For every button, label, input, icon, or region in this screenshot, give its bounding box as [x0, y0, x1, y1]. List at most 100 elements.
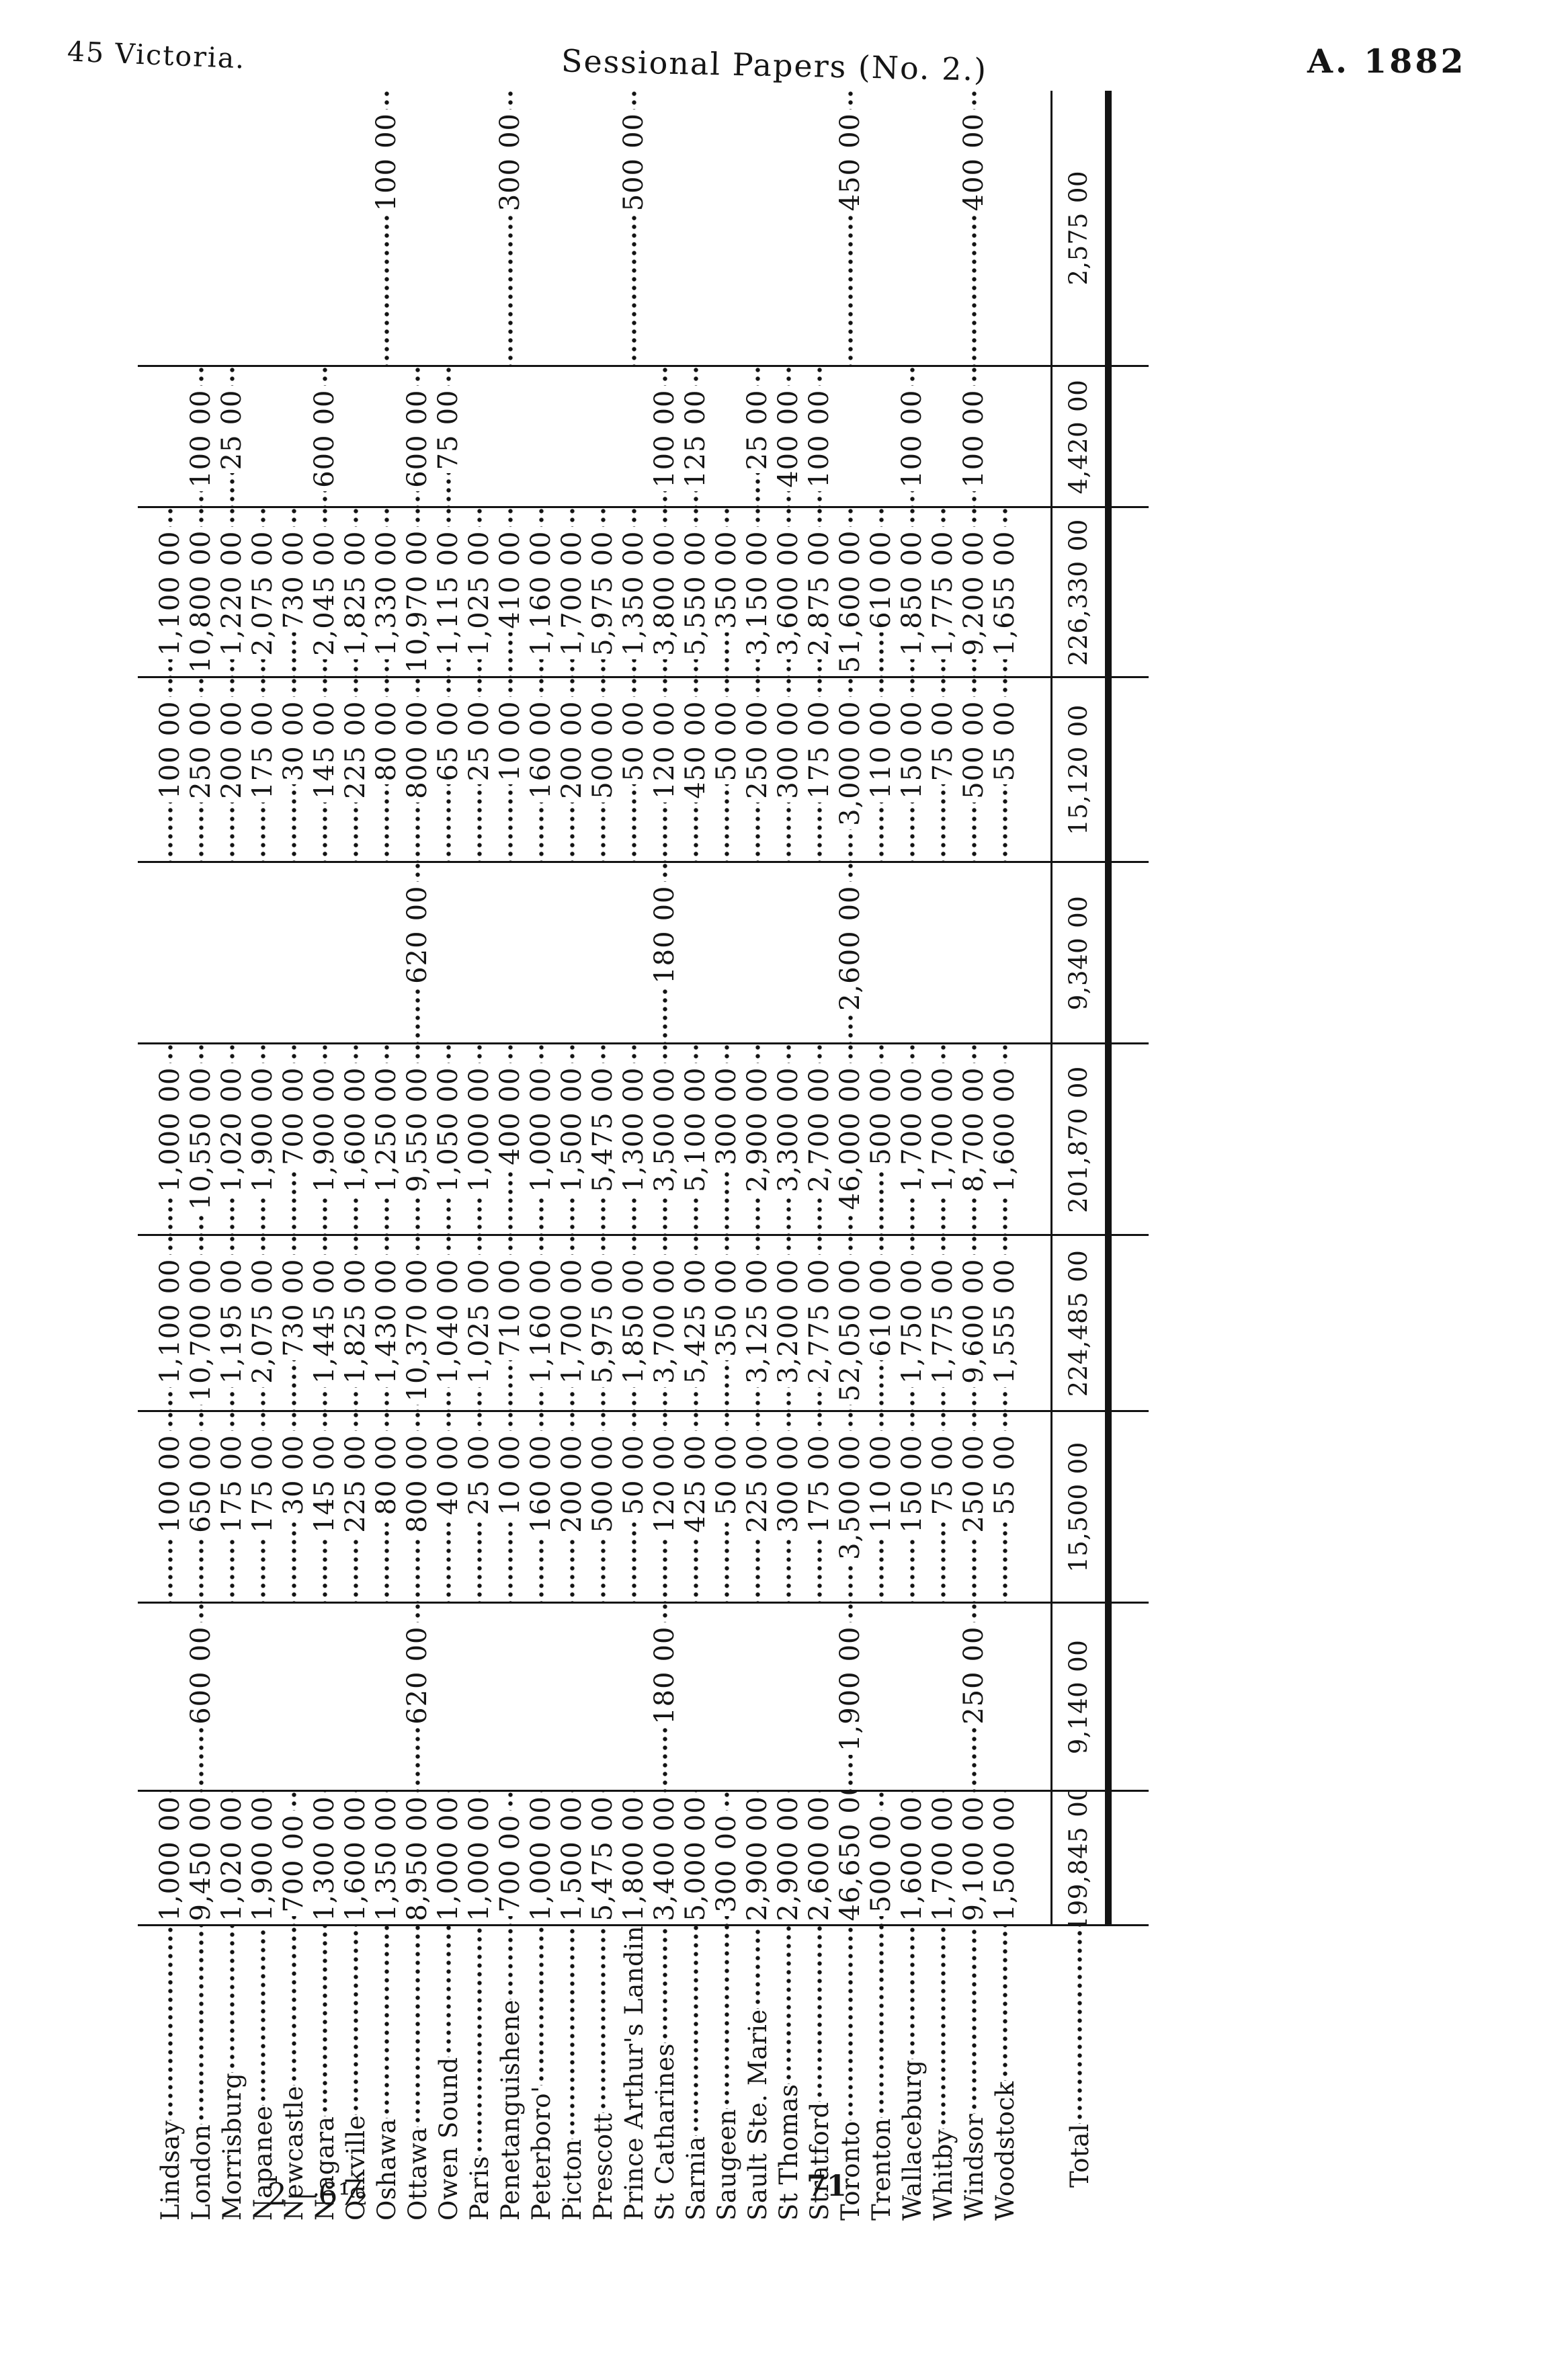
amount-cell: 50000: [618, 91, 649, 366]
amount-cell: [587, 862, 618, 1044]
amount-cents: 00: [989, 1258, 1020, 1294]
leader-dots: [866, 1236, 897, 1255]
amount-dollars: 180: [649, 1671, 680, 1725]
leader-dots: [680, 659, 711, 677]
amount: 3,000 00: [835, 698, 866, 829]
city-name-cell: Owen Sound: [433, 1926, 464, 2238]
amount: 10,370 00: [402, 1255, 433, 1405]
amount-cell: 1,300 00: [618, 1044, 649, 1235]
amount-dollars: 160: [526, 1479, 556, 1533]
amount-cell: [587, 91, 618, 366]
spacer-cell: [138, 1603, 155, 1791]
leader-dots: [989, 784, 1020, 862]
table-row: St Catharines 3,40000 18000 12000 3,70000 3,5…: [649, 91, 680, 2238]
amount-dollars: 1,195: [216, 1303, 247, 1384]
amount-dollars: 600: [185, 1671, 216, 1725]
amount-cents: 00: [835, 530, 866, 566]
amount: 45000: [835, 110, 866, 214]
leader-dots: [495, 91, 526, 110]
amount: 10000: [897, 386, 927, 491]
leader-dots: [155, 1387, 185, 1411]
leader-dots: [247, 1791, 278, 1793]
leader-dots: [185, 678, 216, 698]
leader-dots: [402, 507, 433, 527]
city-name: Whitby: [928, 2129, 958, 2221]
leader-dots: [989, 1195, 1020, 1235]
leader-dots: [649, 1791, 680, 1793]
amount-dollars: 410: [495, 575, 526, 629]
amount-cell: 25000: [185, 677, 216, 862]
amount-cell: 30000: [773, 1411, 804, 1603]
leader-dots: [433, 1412, 464, 1432]
spacer-cell: [1108, 366, 1149, 507]
amount: 5000: [711, 1432, 742, 1519]
amount-cell: 52,050 00: [835, 1235, 866, 1411]
amount: 45000: [680, 698, 711, 802]
amount-dollars: 5,975: [587, 575, 618, 656]
amount: 3,125 00: [742, 1255, 773, 1387]
amount-cell: [526, 862, 556, 1044]
amount-cents: 00: [835, 1067, 866, 1103]
amount: 1,000 00: [464, 1064, 495, 1196]
leader-dots: [495, 784, 526, 862]
leader-dots: [711, 1412, 742, 1432]
leader-dots: [959, 1926, 989, 2114]
amount: 1,100 00: [155, 528, 185, 659]
amount: 5,425 00: [680, 1255, 711, 1387]
amount-cell: 50000: [866, 1044, 897, 1235]
spacer-cell: [138, 862, 155, 1044]
amount: 6500: [433, 698, 464, 785]
amount-cell: 1,600 00: [989, 1044, 1020, 1235]
amount-cell: 40000: [958, 91, 989, 366]
grants-table: Lindsay 1,00000 10000 1,10000 1,00000 10000 1,…: [138, 91, 1149, 2238]
amount-cell: 2,900 00: [742, 1044, 773, 1235]
amount-cents: 00: [464, 1434, 495, 1471]
amount: 12500: [680, 386, 711, 491]
amount-dollars: 110: [866, 1479, 897, 1533]
amount-cents: 00: [556, 1067, 587, 1103]
leader-dots: [958, 508, 989, 528]
amount-cell: 6500: [433, 677, 464, 862]
amount-cell: 9,100 00: [958, 1791, 989, 1926]
leader-dots: [588, 1926, 618, 2113]
leader-dots: [556, 678, 587, 698]
leader-dots: [402, 1536, 433, 1602]
leader-dots: [958, 1604, 989, 1623]
amount-cell: 2500: [464, 677, 495, 862]
amount-cell: 2,600 00: [804, 1791, 835, 1926]
amount-cell: [711, 91, 742, 366]
leader-dots: [556, 508, 587, 528]
amount-cell: [309, 862, 340, 1044]
spacer-cell: [1108, 1926, 1149, 2238]
amount-cell: [649, 91, 680, 366]
amount: 5,975 00: [587, 1255, 618, 1387]
leader-dots: [649, 678, 680, 698]
amount-cell: 14500: [309, 677, 340, 862]
leader-dots: [341, 1926, 370, 2115]
amount: 17500: [804, 698, 835, 802]
amount-dollars: 225: [340, 745, 371, 799]
spacer-cell: [138, 1411, 155, 1603]
leader-dots: [556, 659, 587, 677]
amount-cell: 5500: [989, 677, 1020, 862]
amount: 17500: [247, 698, 278, 802]
amount-cell: [526, 91, 556, 366]
amount-dollars: 1,300: [618, 1112, 649, 1192]
amount-dollars: 2,075: [247, 575, 278, 656]
amount-dollars: 65: [433, 745, 464, 782]
spacer-cell: [1020, 1791, 1051, 1926]
amount: 1,000 00: [155, 1792, 185, 1924]
amount: 2,775 00: [804, 1255, 835, 1387]
amount-cents: 00: [556, 1258, 587, 1294]
leader-dots: [649, 863, 680, 882]
spacer-row: [138, 91, 155, 2238]
amount-cents: 00: [216, 1258, 247, 1294]
leader-dots: [989, 1412, 1020, 1432]
total-amount-cell: 4,420 00: [1051, 366, 1108, 507]
leader-dots: [433, 784, 464, 862]
amount-dollars: 30: [278, 1479, 309, 1516]
amount-cents: 00: [216, 1434, 247, 1471]
amount-cell: 10000: [958, 366, 989, 507]
leader-dots: [155, 659, 185, 677]
amount-dollars: 150: [897, 1479, 927, 1533]
